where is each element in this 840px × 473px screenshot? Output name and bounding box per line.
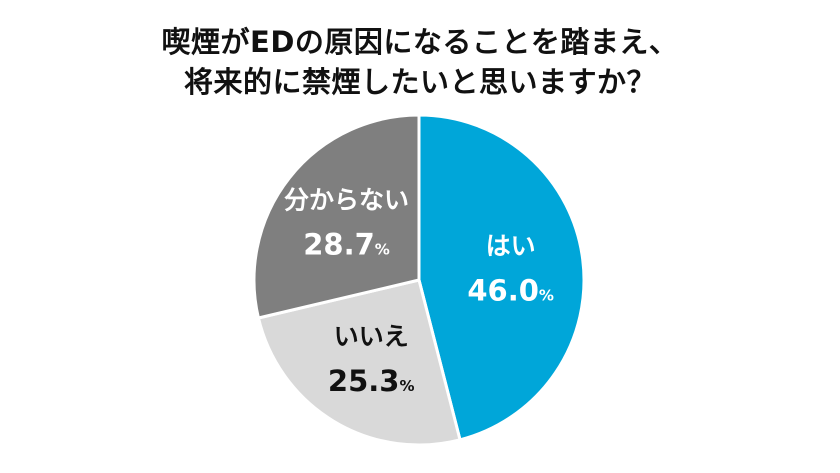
pie-slice-value-0: 46.0% xyxy=(467,273,554,307)
pie-slice-value-1: 25.3% xyxy=(328,364,415,398)
pie-slice-0 xyxy=(417,113,586,442)
pie-slice-label-1: いいえ xyxy=(334,322,409,351)
pie-labels: はい 46.0% いいえ 25.3% 分からない 28.7% xyxy=(284,186,554,398)
chart-title-line-2: 将来的に禁煙したいと思いますか？ xyxy=(183,65,656,99)
chart-title-line-1: 喫煙がEDの原因になることを踏まえ、 xyxy=(161,25,679,59)
pie-slice-1 xyxy=(256,278,462,447)
pie-slice-label-2: 分からない xyxy=(284,186,409,215)
pie-slice-value-2: 28.7% xyxy=(303,228,390,262)
chart-title: 喫煙がEDの原因になることを踏まえ、 将来的に禁煙したいと思いますか？ xyxy=(0,22,840,102)
pie-slice-label-0: はい xyxy=(486,231,536,260)
pie-slice-2 xyxy=(252,113,421,320)
pie-slices xyxy=(252,113,586,447)
